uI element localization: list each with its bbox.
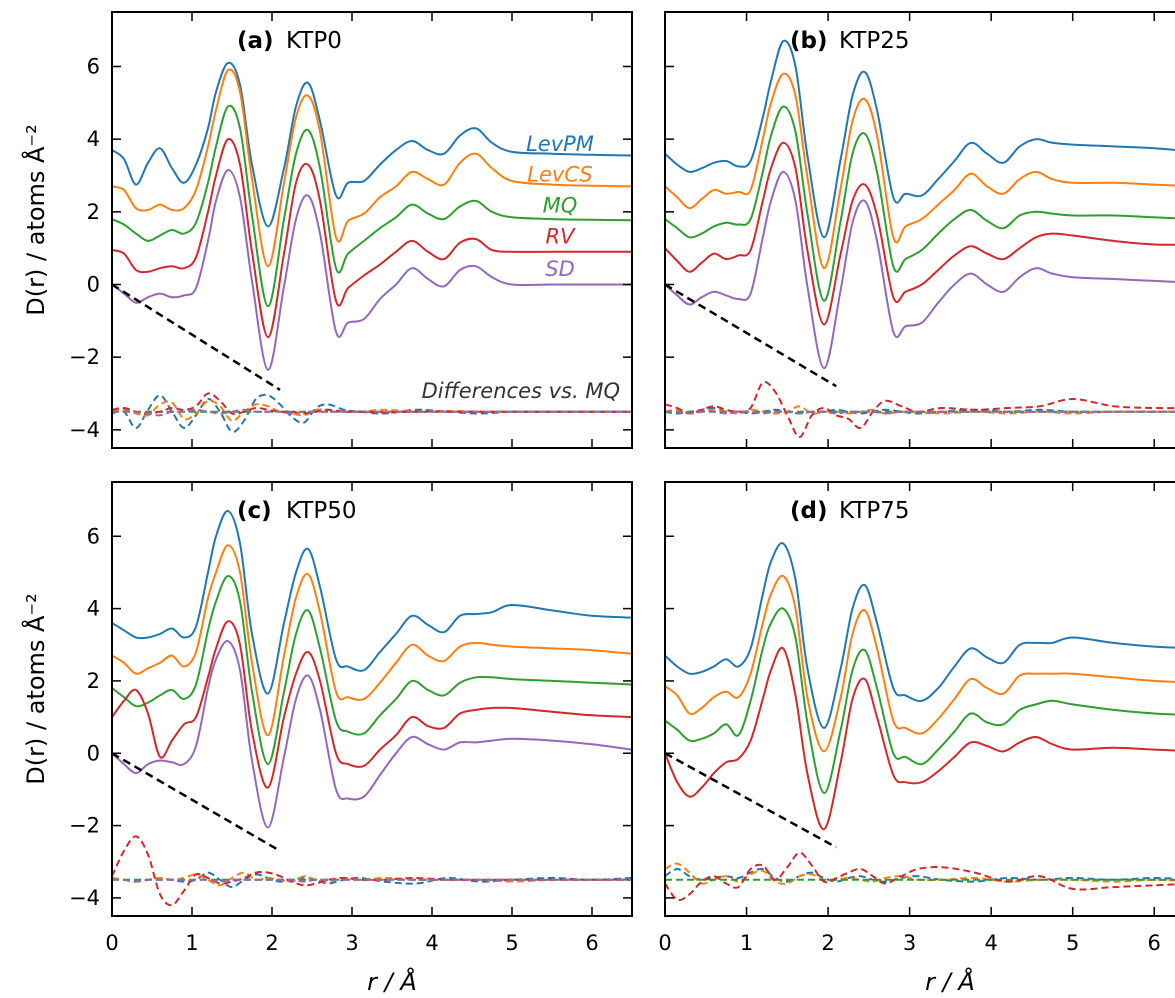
panel-a-ytick-label: −4 — [69, 418, 100, 442]
panel-d-series-rv-line — [665, 646, 1175, 831]
panel-c-series-levcs-line — [112, 544, 632, 737]
panel-d-series-mq-line — [665, 607, 1175, 795]
panel-a-ytick-label: 4 — [87, 127, 100, 151]
panel-d-xtick-label: 0 — [658, 931, 671, 955]
panel-c-series-rv-line — [112, 620, 632, 789]
panel-a-diff-sd-line — [112, 408, 632, 417]
panel-d-plot-area — [665, 542, 1175, 902]
panel-c-series-sd-line — [112, 640, 632, 829]
panel-c-xtick-label: 0 — [105, 931, 118, 955]
panel-b-diff-sd-line — [665, 410, 1175, 415]
panel-a-title-name: KTP0 — [286, 28, 342, 54]
panel-b-series-levcs-line — [665, 72, 1175, 270]
panel-c-xtick-label: 3 — [345, 931, 358, 955]
panel-c-xtick-label: 5 — [505, 931, 518, 955]
panel-d-xtick-label: 6 — [1148, 931, 1161, 955]
panel-a-title-letter: (a) — [237, 28, 274, 54]
panel-c-xtick-label: 4 — [425, 931, 438, 955]
panel-a-series-mq-line — [112, 104, 632, 308]
panel-c-ylabel: D(r) / atoms Å⁻² — [21, 593, 50, 784]
legend-entry-levcs: LevCS — [527, 163, 592, 187]
panel-a-ytick-label: 6 — [87, 55, 100, 79]
panel-a-ytick-label: 0 — [87, 273, 100, 297]
panel-d-xtick-label: 1 — [740, 931, 753, 955]
panel-c-plot-area — [112, 509, 632, 907]
panel-a-series-levcs-line — [112, 68, 632, 268]
panel-a-series-rv-line — [112, 138, 632, 339]
panel-c-ytick-label: 6 — [87, 524, 100, 548]
panel-a-ytick-label: 2 — [87, 200, 100, 224]
panel-b-plot-area — [665, 39, 1175, 439]
panel-b-series-rv-line — [665, 141, 1175, 326]
panel-d-series-levcs-line — [665, 574, 1175, 753]
panel-d-diff-levcs-line — [665, 862, 1175, 885]
panel-d-frame — [664, 481, 1175, 917]
panel-b-series-mq-line — [665, 105, 1175, 302]
panel-d-xtick-label: 5 — [1066, 931, 1079, 955]
panel-c-ytick-label: −4 — [69, 886, 100, 910]
panel-c-series-mq-line — [112, 574, 632, 766]
panel-d-series-levpm-line — [665, 542, 1175, 729]
panel-b-dashed-line — [665, 283, 837, 388]
panel-a-dashed-line — [112, 283, 281, 391]
panel-a-diff-levpm-line — [112, 393, 632, 433]
panel-c-dashed-line — [112, 752, 281, 852]
panel-d-title-name: KTP75 — [839, 498, 909, 524]
panel-d: 0 1 2 3 4 5 6 (d) KTP75 r / Å — [658, 481, 1175, 996]
differences-note: Differences vs. MQ — [422, 379, 620, 403]
panel-a-series-sd-line — [112, 169, 632, 371]
panel-b-series-levpm-line — [665, 39, 1175, 239]
panel-c-title-letter: (c) — [237, 498, 272, 524]
panel-a-frame — [111, 11, 633, 449]
panel-b-title-letter: (b) — [790, 28, 828, 54]
panel-b-frame — [664, 11, 1175, 449]
panel-c: 0 1 2 3 4 5 6 −4 −2 0 2 4 6 (c) KTP50 r / Å D(r) / atoms… — [21, 481, 633, 996]
panel-c-ytick-label: 0 — [87, 741, 100, 765]
panel-a: −4 −2 0 2 4 6 (a) KTP0 D(r) / atoms Å⁻² LevPM LevC… — [21, 11, 633, 449]
panel-c-xlabel: r / Å — [367, 967, 417, 996]
panel-c-xtick-label: 2 — [265, 931, 278, 955]
panel-c-ytick-label: 2 — [87, 669, 100, 693]
panel-c-diff-rv-line — [112, 835, 632, 907]
panel-b: (b) KTP25 — [664, 11, 1175, 449]
panel-c-xtick-label: 1 — [185, 931, 198, 955]
panel-c-xtick-label: 6 — [585, 931, 598, 955]
panel-a-ylabel: D(r) / atoms Å⁻² — [21, 124, 50, 315]
panel-d-xlabel: r / Å — [925, 967, 975, 996]
panel-d-xtick-label: 2 — [821, 931, 834, 955]
legend-entry-levpm: LevPM — [526, 132, 594, 156]
legend-entry-mq: MQ — [543, 194, 578, 218]
panel-c-ytick-label: −2 — [69, 814, 100, 838]
panel-d-diff-rv-line — [665, 851, 1175, 902]
panel-d-xtick-label: 3 — [903, 931, 916, 955]
panel-d-xtick-label: 4 — [984, 931, 997, 955]
legend-entry-sd: SD — [545, 257, 575, 281]
panel-c-title-name: KTP50 — [286, 498, 356, 524]
panel-c-frame — [111, 481, 633, 917]
legend-entry-rv: RV — [546, 224, 577, 248]
panel-a-series-levpm-line — [112, 61, 632, 228]
panel-b-series-sd-line — [665, 170, 1175, 370]
panel-c-ytick-label: 4 — [87, 597, 100, 621]
panel-d-dashed-line — [665, 752, 837, 849]
panel-c-series-levpm-line — [112, 509, 632, 695]
panel-a-plot-area — [112, 61, 632, 433]
panel-a-ytick-label: −2 — [69, 345, 100, 369]
panel-d-diff-levpm-line — [665, 867, 1175, 883]
panel-d-title-letter: (d) — [790, 498, 828, 524]
panel-c-diff-sd-line — [112, 878, 632, 883]
panel-b-diff-rv-line — [665, 380, 1175, 439]
panel-b-title-name: KTP25 — [839, 28, 909, 54]
